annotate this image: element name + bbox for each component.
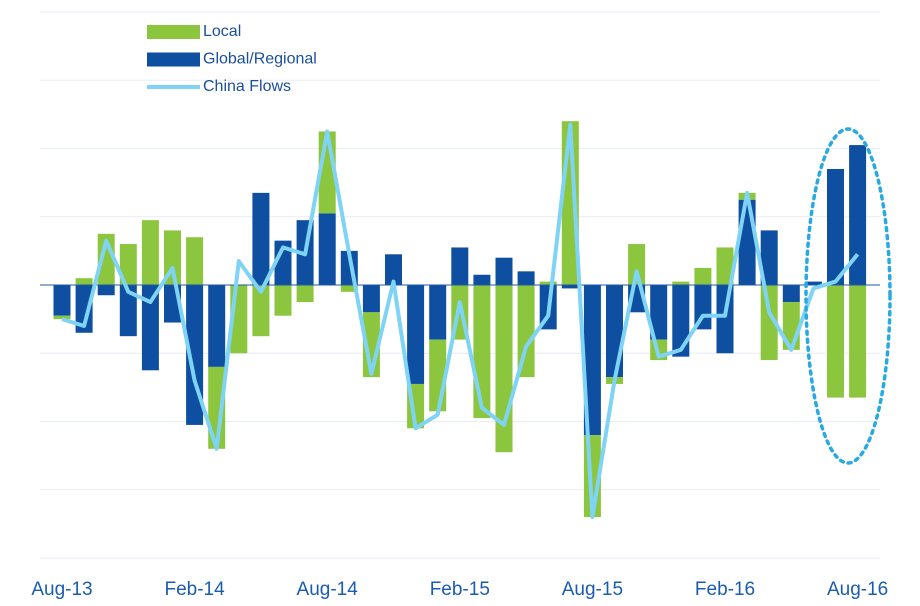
legend-label: China Flows — [203, 78, 291, 95]
bar — [429, 285, 447, 340]
x-tick-label: Aug-13 — [31, 579, 92, 600]
bar — [495, 285, 513, 453]
bar — [672, 285, 690, 357]
bar — [186, 237, 204, 285]
bar — [694, 267, 712, 285]
bar — [53, 315, 71, 320]
bar — [296, 285, 314, 303]
bar — [274, 285, 292, 316]
legend-label: Local — [203, 23, 241, 40]
bar — [141, 285, 159, 371]
x-tick-label: Feb-15 — [430, 579, 490, 600]
bar — [694, 285, 712, 330]
legend-swatch — [147, 25, 200, 39]
x-tick-label: Feb-16 — [695, 579, 755, 600]
bar — [385, 254, 402, 285]
bar — [782, 285, 800, 303]
bar — [827, 285, 844, 398]
bar — [252, 192, 270, 285]
bar — [827, 168, 844, 285]
bar — [517, 271, 535, 285]
bar — [760, 230, 778, 285]
bar — [340, 285, 358, 292]
x-tick-label: Aug-16 — [827, 579, 888, 600]
x-tick-label: Aug-15 — [562, 579, 623, 600]
bar — [495, 257, 513, 285]
bar — [583, 285, 601, 436]
bar — [561, 285, 579, 289]
bar — [650, 285, 668, 340]
bar — [606, 285, 623, 378]
highlight-ellipse — [804, 127, 892, 465]
x-tick-label: Feb-14 — [164, 579, 225, 600]
bar — [849, 285, 867, 398]
bar — [517, 285, 535, 378]
bar — [451, 247, 469, 285]
bar — [760, 285, 778, 361]
bar — [716, 285, 734, 354]
bar — [208, 285, 226, 367]
bar — [141, 220, 159, 285]
bar — [75, 278, 93, 285]
bar — [804, 281, 822, 285]
bar — [407, 285, 425, 384]
bar — [119, 244, 137, 285]
bar — [75, 285, 93, 333]
bar — [473, 274, 491, 285]
line — [61, 122, 860, 520]
bar — [716, 247, 734, 285]
bar — [252, 285, 270, 337]
bar — [362, 285, 380, 313]
x-tick-label: Aug-14 — [297, 579, 359, 600]
bar — [539, 281, 557, 285]
bar — [97, 285, 115, 296]
bar — [318, 213, 336, 285]
bar — [628, 244, 646, 285]
bar — [119, 285, 137, 337]
legend-swatch — [147, 52, 200, 67]
bar — [53, 285, 71, 316]
bar — [849, 145, 867, 285]
legend-label: Global/Regional — [203, 51, 317, 68]
bar — [738, 199, 756, 285]
bar — [672, 281, 690, 285]
